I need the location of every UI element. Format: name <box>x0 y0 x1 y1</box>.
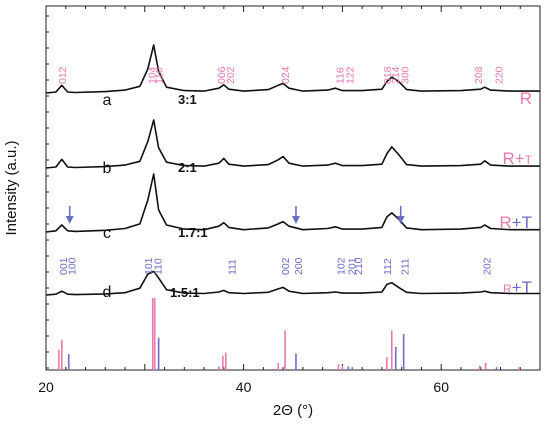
phase-label-part: + <box>512 213 522 232</box>
phase-label-part: T <box>522 278 532 297</box>
phase-label-part: T <box>522 213 532 232</box>
hkl-label: 001 <box>58 257 70 275</box>
phase-label: R+T <box>503 278 532 297</box>
phase-label-part: + <box>512 278 522 297</box>
axis-ticks <box>45 6 541 370</box>
pattern-letter: d <box>103 284 112 301</box>
pattern-ratio: 1.5:1 <box>170 285 200 300</box>
phase-label-part: + <box>515 149 525 168</box>
xrd-pattern-c <box>45 173 540 233</box>
hkl-label: 208 <box>473 66 485 84</box>
phase-arrow-head <box>396 216 405 224</box>
phase-label: R+T <box>499 213 532 232</box>
pattern-letter: a <box>103 92 112 109</box>
hkl-label: 101 <box>143 257 155 275</box>
x-tick-label: 20 <box>38 379 54 395</box>
x-tick-label: 60 <box>433 379 449 395</box>
xrd-pattern-a <box>45 44 540 94</box>
phase-arrow-head <box>291 216 300 224</box>
hkl-label: 100 <box>67 257 79 275</box>
hkl-label: 104 <box>147 66 159 84</box>
hkl-label: 111 <box>227 259 239 275</box>
xrd-pattern-d <box>45 270 540 296</box>
plot-frame <box>45 5 541 371</box>
phase-label-part: T <box>525 153 533 167</box>
phase-label-part: R <box>502 149 514 168</box>
phase-label-part: R <box>503 282 512 296</box>
phase-label: R+T <box>502 149 532 168</box>
hkl-label: 202 <box>482 257 494 275</box>
hkl-label: 201 <box>346 257 358 275</box>
hkl-label: 018 <box>382 66 394 84</box>
hkl-label: 210 <box>353 257 365 275</box>
hkl-label: 112 <box>382 258 394 275</box>
phase-arrow-head <box>65 216 74 224</box>
xrd-patterns <box>45 44 540 296</box>
xrd-pattern-b <box>45 119 540 169</box>
pattern-ratio: 3:1 <box>178 92 197 107</box>
pattern-ratio: 2:1 <box>178 160 197 175</box>
hkl-label: 220 <box>494 66 506 84</box>
x-tick-labels: 20 40 60 <box>38 379 449 395</box>
hkl-label: 024 <box>280 66 292 84</box>
hkl-label: 012 <box>57 66 69 84</box>
x-axis-label: 2Θ (°) <box>273 402 313 419</box>
hkl-label: 202 <box>225 66 237 84</box>
hkl-label: 122 <box>344 66 356 84</box>
hkl-label: 110 <box>153 258 165 275</box>
hkl-label: 006 <box>216 66 228 84</box>
hkl-label: 214 <box>390 66 402 84</box>
hkl-label: 211 <box>400 258 412 275</box>
reference-sticks <box>58 298 521 370</box>
hkl-label: 200 <box>293 257 305 275</box>
phase-label-part: R <box>520 89 532 108</box>
hkl-label: 110 <box>154 67 166 84</box>
phase-label-part: R <box>499 213 511 232</box>
y-axis-label: Intensity (a.u.) <box>3 140 20 235</box>
pattern-letter: c <box>103 225 111 242</box>
hkl-label: 116 <box>334 67 346 84</box>
x-tick-label: 40 <box>236 379 252 395</box>
pattern-ratio: 1.7:1 <box>178 225 208 240</box>
phase-label: R <box>520 89 532 108</box>
pattern-letter: b <box>103 160 112 177</box>
hkl-label: 102 <box>335 257 347 275</box>
hkl-label: 002 <box>280 257 292 275</box>
hkl-label: 300 <box>400 66 412 84</box>
